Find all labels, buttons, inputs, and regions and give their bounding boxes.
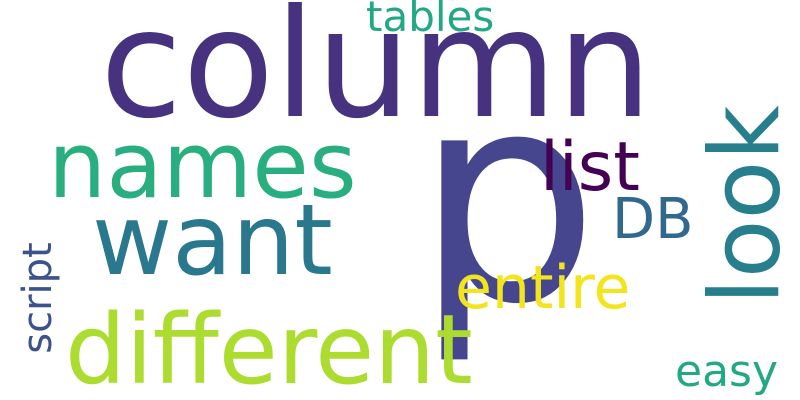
word-tables: tables (366, 0, 494, 38)
word-want: want (92, 192, 333, 290)
word-DB: DB (612, 192, 694, 248)
word-look: look (698, 73, 794, 338)
word-script: script (18, 213, 58, 383)
word-easy: easy (675, 350, 778, 394)
word-different: different (65, 302, 473, 398)
word-entire: entire (455, 258, 630, 318)
